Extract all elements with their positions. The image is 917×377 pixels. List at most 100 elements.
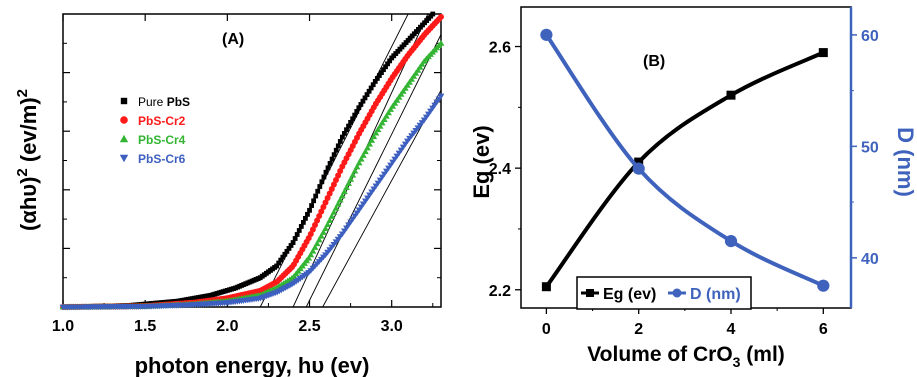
data-point <box>385 109 392 116</box>
data-point <box>350 116 356 122</box>
data-point <box>307 230 314 237</box>
y-left-tick-label: 2.4 <box>489 161 511 178</box>
data-point <box>284 248 290 254</box>
data-point <box>404 81 411 88</box>
data-point <box>818 48 828 58</box>
legend-marker <box>120 97 128 105</box>
data-point <box>286 246 292 251</box>
panel-a-series <box>59 11 445 311</box>
data-point <box>414 66 422 73</box>
data-point <box>387 58 393 64</box>
panel-b-label: (B) <box>643 53 665 70</box>
data-point <box>324 195 331 202</box>
y-right-tick-label: 50 <box>861 139 879 156</box>
data-point <box>368 85 374 91</box>
data-point <box>352 112 358 118</box>
panel-a: 1.0 1.5 2.0 2.5 3.0 (A) Pure PbS PbS-Cr2 PbS-C… <box>14 11 445 377</box>
data-point <box>364 144 371 151</box>
panel-b-legend: Eg (ev) D (nm) <box>576 276 752 310</box>
data-point <box>303 215 308 221</box>
data-point <box>278 257 284 263</box>
data-point <box>368 137 376 143</box>
panel-b-plot-frame <box>520 6 852 309</box>
panel-a-legend: Pure PbS PbS-Cr2 PbS-Cr4 PbS-Cr6 <box>119 95 190 166</box>
x-tick-label: 2 <box>634 321 643 338</box>
panel-a-y-ticks <box>63 42 441 279</box>
data-point <box>328 213 336 219</box>
panel-a-x-axis-title: photon energy, hυ (ev) <box>135 353 370 377</box>
panel-b-right-y-axis-title: D (nm) <box>893 127 917 197</box>
panel-a-y-axis-title: (αhυ)2 (ev/m)2 <box>14 89 41 231</box>
data-point <box>359 152 367 158</box>
x-tick-label: 2.0 <box>216 318 238 335</box>
data-point <box>322 225 329 232</box>
data-point <box>381 67 386 73</box>
series-line <box>544 33 825 288</box>
panel-b-left-y-axis: 2.2 2.4 2.6 <box>489 40 521 300</box>
data-point <box>322 199 329 206</box>
data-point <box>387 106 394 112</box>
data-point <box>437 39 445 46</box>
data-point <box>437 93 445 100</box>
data-point <box>338 192 346 199</box>
data-point <box>327 161 333 166</box>
x-tick-label: 2.5 <box>298 318 320 335</box>
data-point <box>296 228 302 233</box>
data-point <box>311 198 317 204</box>
data-point <box>379 70 384 75</box>
x-tick-label: 1.5 <box>134 318 156 335</box>
data-point <box>383 64 388 70</box>
series-pbs-cr4 <box>59 39 445 310</box>
legend-label: PbS-Cr2 <box>138 114 186 128</box>
panel-a-plot-frame <box>62 13 442 308</box>
data-point <box>335 143 341 149</box>
panel-b-x-axis-title: Volume of CrO3 (ml) <box>587 343 785 370</box>
data-point <box>726 90 736 100</box>
data-point <box>374 76 380 81</box>
data-point <box>282 251 288 257</box>
panel-b: 0 2 4 6 2.2 2.4 2.6 40 50 60 (B) Eg (ev) D (nm)… <box>469 6 917 370</box>
data-point <box>366 140 373 147</box>
data-point <box>280 254 286 260</box>
data-point <box>364 92 370 97</box>
x-tick-label: 6 <box>819 321 828 338</box>
data-point <box>634 157 644 167</box>
legend-marker <box>119 134 129 143</box>
data-point <box>333 147 339 153</box>
legend-marker <box>120 116 128 124</box>
data-point <box>325 165 331 171</box>
data-point <box>395 93 403 100</box>
y-left-tick-label: 2.2 <box>489 283 511 300</box>
data-point <box>315 236 323 243</box>
data-point <box>334 200 342 207</box>
data-point <box>309 203 314 208</box>
data-point <box>348 120 354 125</box>
data-point <box>374 126 382 133</box>
data-point <box>288 243 294 248</box>
data-point <box>331 152 337 158</box>
data-point <box>401 84 409 91</box>
data-point <box>385 61 390 67</box>
data-point <box>393 96 401 103</box>
data-point <box>309 247 317 254</box>
data-point <box>298 224 304 229</box>
data-point <box>324 221 331 228</box>
data-point <box>356 105 362 111</box>
y-right-tick-label: 40 <box>861 251 879 268</box>
data-point <box>370 82 376 88</box>
data-point <box>305 211 310 217</box>
legend-label: Pure PbS <box>138 95 190 109</box>
data-point <box>326 190 333 197</box>
data-point <box>276 260 282 266</box>
y-right-tick-label: 60 <box>861 28 879 45</box>
data-point <box>294 232 300 237</box>
data-point <box>317 184 323 189</box>
legend-d-label: D (nm) <box>690 286 741 303</box>
data-point <box>418 60 426 67</box>
data-point <box>391 99 399 106</box>
data-point <box>438 13 444 20</box>
data-point <box>389 102 397 109</box>
data-point <box>314 217 321 224</box>
data-point <box>410 72 418 79</box>
